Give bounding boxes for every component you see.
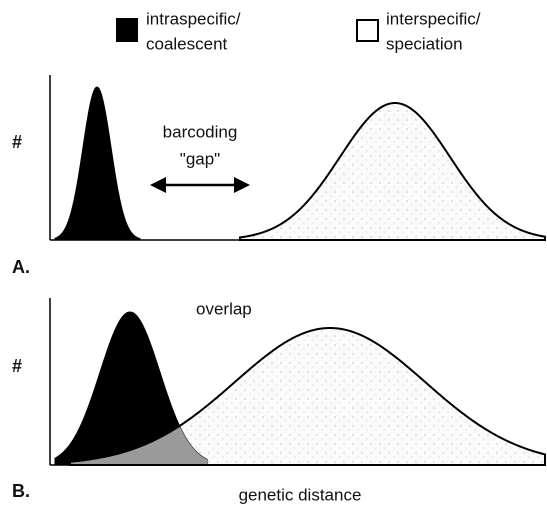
panel-a: [54, 86, 546, 241]
annotation: barcoding: [163, 122, 238, 141]
legend-label: intraspecific/: [146, 9, 241, 28]
panel-label: B.: [12, 481, 30, 501]
interspecific-outline: [69, 326, 546, 466]
legend-swatch-intraspecific: [116, 18, 138, 42]
annotation: overlap: [196, 299, 252, 318]
panel-label: A.: [12, 257, 30, 277]
y-label: #: [12, 356, 22, 376]
legend-label: interspecific/: [386, 9, 481, 28]
annotation: "gap": [180, 149, 220, 168]
y-label: #: [12, 132, 22, 152]
legend-label: coalescent: [146, 34, 228, 53]
legend-label: speciation: [386, 34, 463, 53]
interspecific-curve: [70, 328, 545, 465]
x-label: genetic distance: [239, 485, 362, 504]
gap-arrow: [150, 177, 250, 193]
intraspecific-curve: [54, 86, 141, 241]
legend-swatch-interspecific: [356, 19, 379, 42]
panel-b: [54, 311, 546, 466]
interspecific-curve: [239, 101, 546, 241]
